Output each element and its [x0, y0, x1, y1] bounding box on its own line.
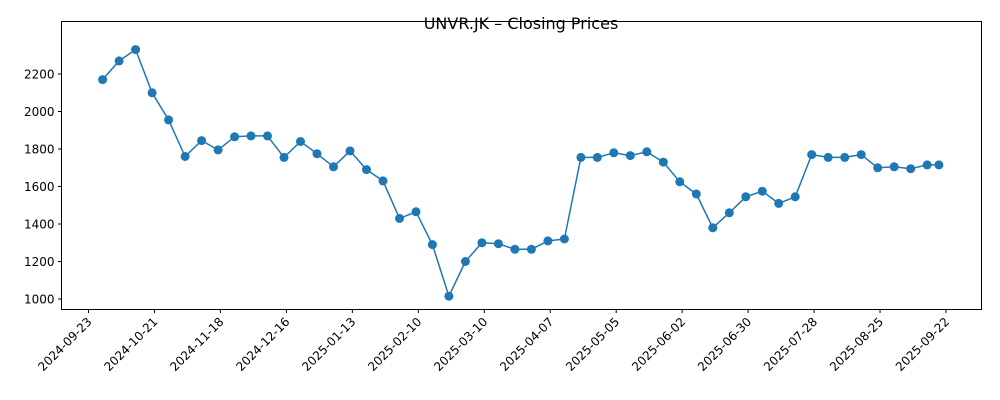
- data-point-marker: [934, 160, 944, 170]
- data-point-marker: [147, 88, 157, 98]
- data-point-marker: [362, 165, 371, 175]
- chart-title: UNVR.JK – Closing Prices: [424, 14, 619, 33]
- data-point-marker: [493, 239, 503, 249]
- data-point-marker: [510, 244, 520, 254]
- data-point-marker: [213, 145, 223, 155]
- data-point-marker: [460, 257, 470, 266]
- data-point-marker: [279, 152, 289, 162]
- data-point-marker: [724, 208, 734, 218]
- y-tick-label: 1400: [24, 218, 55, 232]
- data-point-marker: [263, 131, 272, 141]
- data-point-marker: [576, 152, 586, 162]
- y-axis: 1000 1200 1400 1600 1800 2000 2200: [24, 68, 62, 307]
- data-point-marker: [840, 152, 850, 162]
- data-point-marker: [543, 236, 553, 246]
- y-tick-label: 1600: [24, 180, 55, 194]
- data-point-marker: [609, 148, 619, 158]
- data-point-marker: [296, 137, 305, 146]
- data-point-marker: [559, 234, 569, 244]
- data-point-marker: [708, 223, 718, 233]
- data-point-marker: [477, 238, 487, 248]
- data-point-marker: [526, 244, 536, 254]
- data-point-marker: [427, 240, 437, 250]
- data-point-marker: [395, 213, 404, 223]
- data-point-marker: [922, 160, 932, 170]
- data-point-marker: [757, 186, 767, 196]
- data-point-marker: [98, 75, 108, 85]
- data-point-marker: [807, 150, 817, 160]
- data-series: [98, 45, 944, 301]
- data-point-marker: [378, 176, 388, 186]
- data-point-marker: [444, 291, 454, 301]
- y-tick-label: 1200: [24, 255, 55, 269]
- y-tick-label: 1000: [24, 293, 55, 307]
- data-point-marker: [642, 147, 652, 157]
- data-point-marker: [345, 146, 355, 156]
- axes-frame: [61, 21, 982, 310]
- data-point-marker: [889, 162, 899, 172]
- data-point-marker: [856, 150, 866, 160]
- data-point-marker: [164, 115, 174, 125]
- data-point-marker: [774, 198, 784, 208]
- series-line: [102, 48, 939, 297]
- data-point-marker: [790, 192, 800, 202]
- data-point-marker: [312, 149, 322, 159]
- y-tick-label: 1800: [24, 143, 55, 157]
- data-point-marker: [114, 56, 124, 66]
- data-point-marker: [180, 152, 190, 161]
- data-point-marker: [658, 157, 668, 167]
- data-point-marker: [411, 207, 421, 217]
- data-point-marker: [230, 132, 240, 142]
- data-point-marker: [197, 136, 207, 146]
- data-point-marker: [873, 163, 883, 173]
- data-point-marker: [592, 152, 602, 162]
- data-point-marker: [906, 164, 916, 174]
- data-point-marker: [741, 192, 751, 202]
- data-point-marker: [675, 177, 685, 187]
- data-point-marker: [246, 131, 256, 141]
- data-point-marker: [131, 45, 141, 55]
- data-point-marker: [625, 151, 635, 161]
- y-tick-label: 2200: [24, 68, 55, 82]
- data-point-marker: [329, 162, 338, 172]
- y-tick-label: 2000: [24, 105, 55, 119]
- data-point-marker: [691, 189, 701, 199]
- data-point-marker: [823, 152, 833, 162]
